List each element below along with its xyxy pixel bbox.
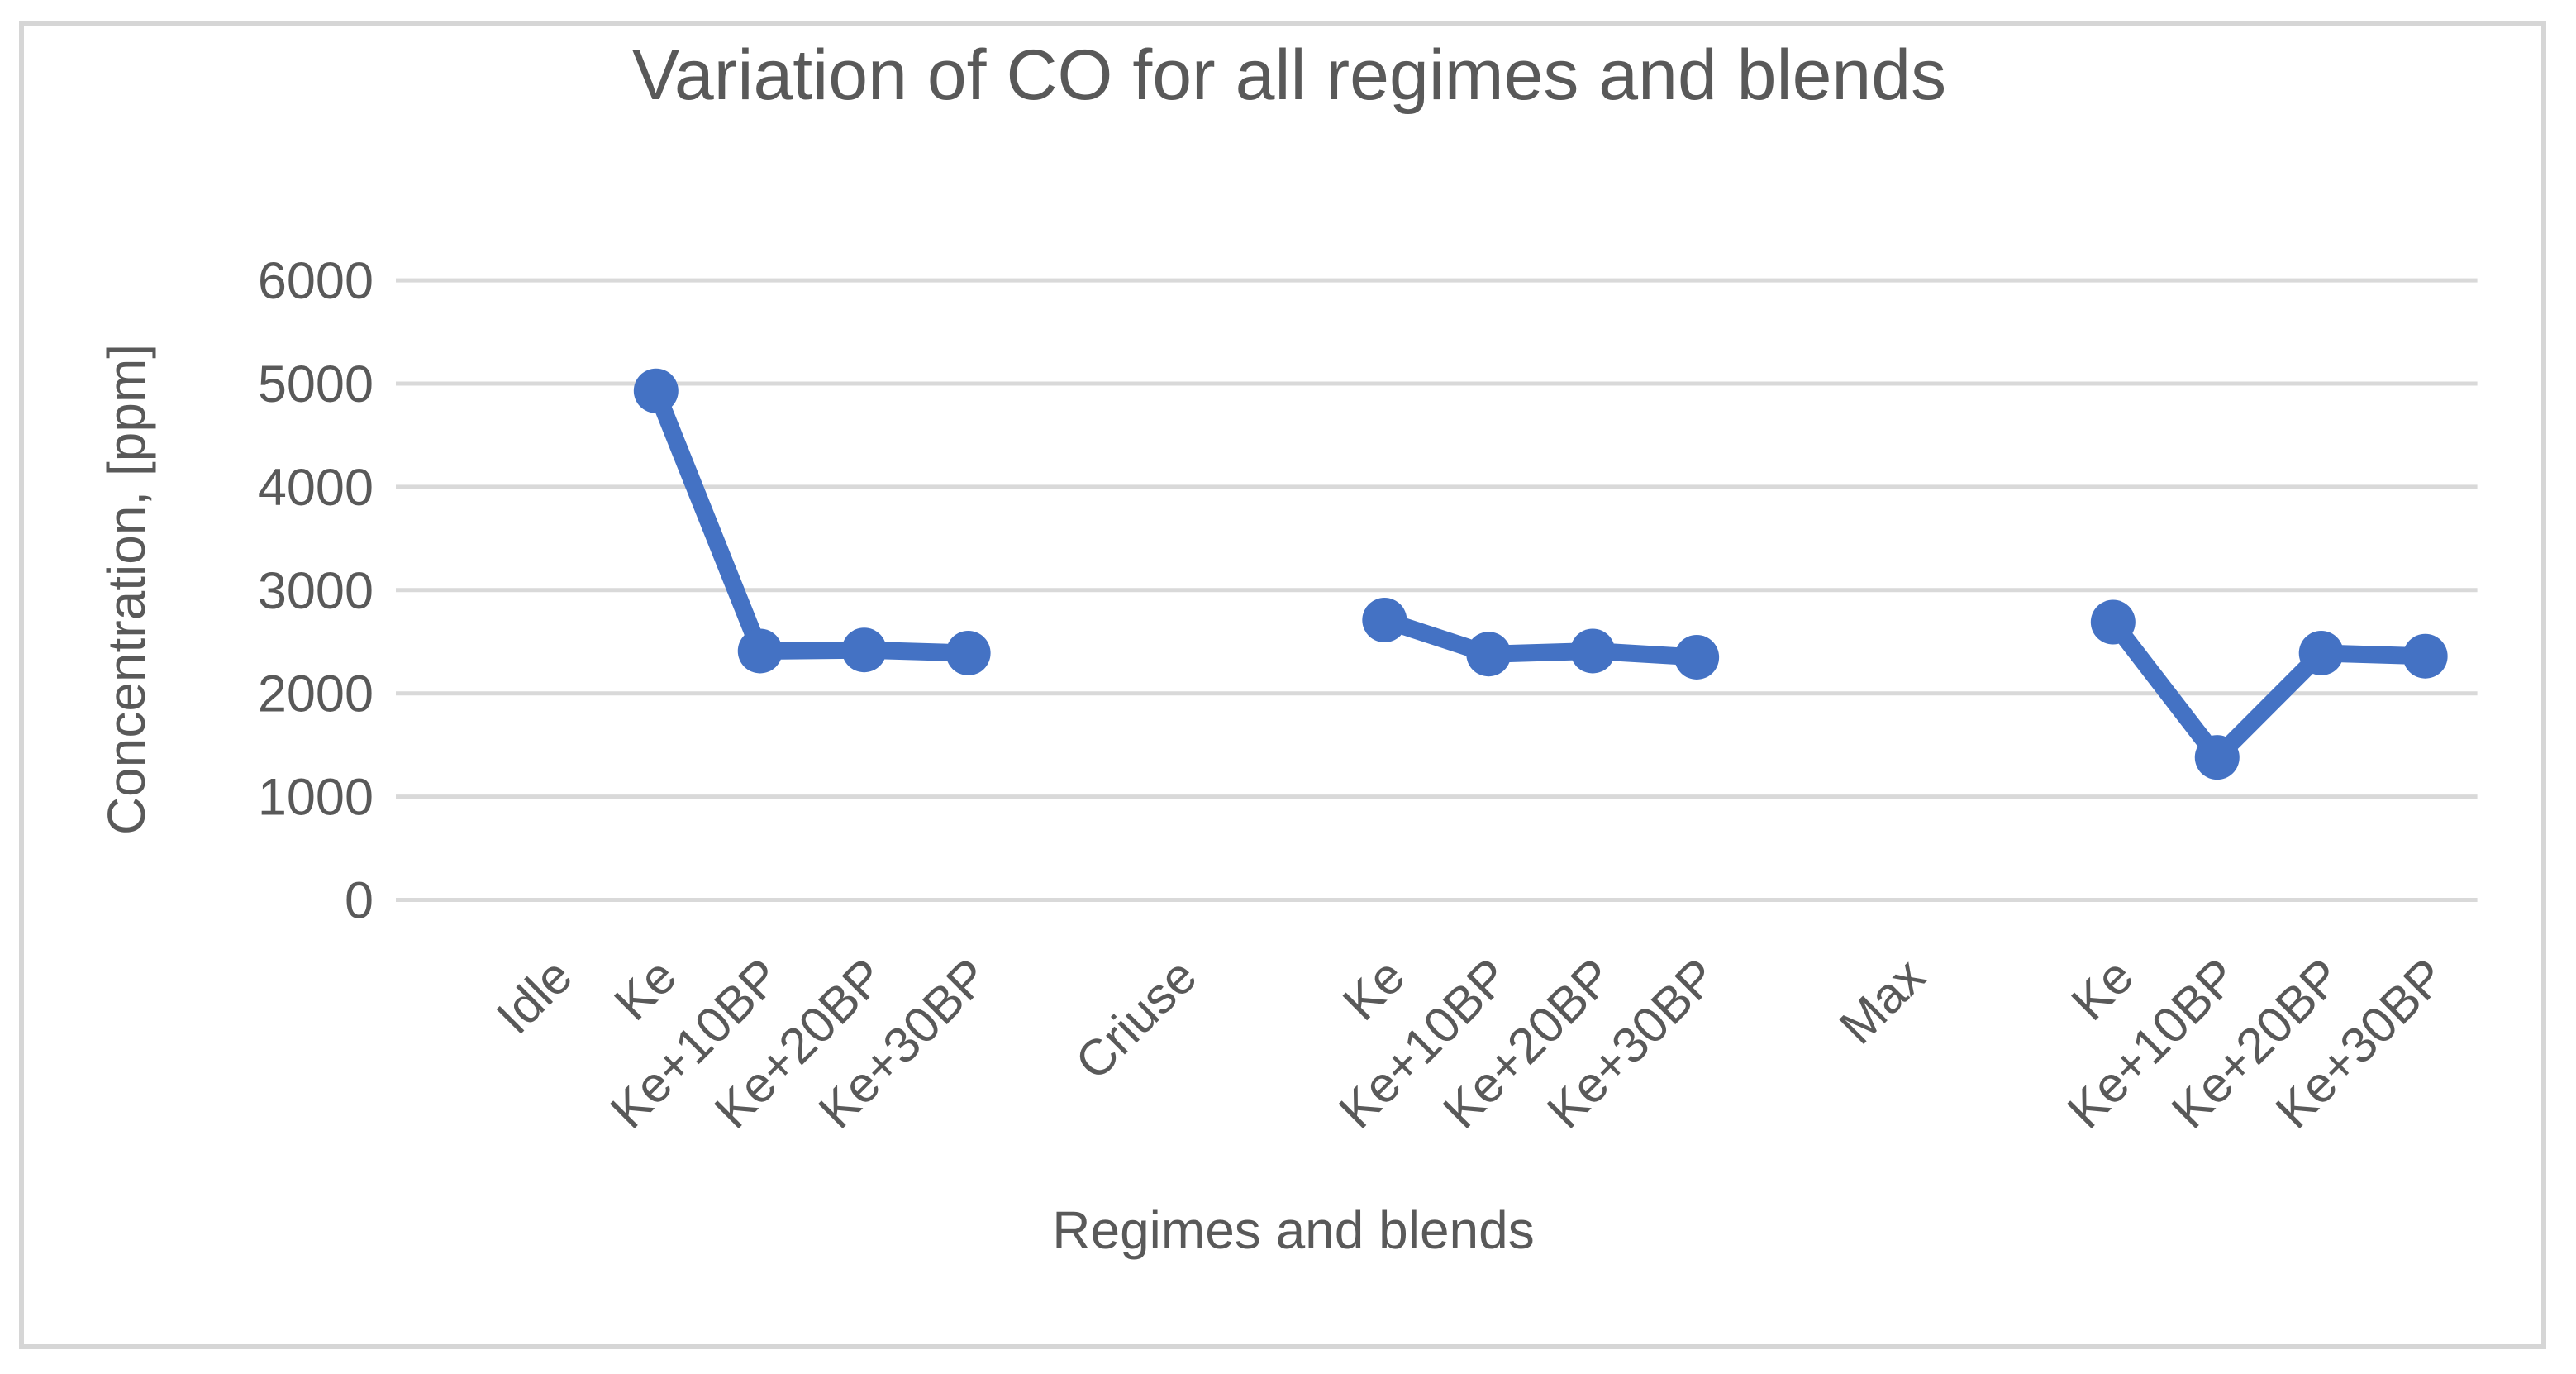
- data-point-marker: [2402, 633, 2448, 679]
- data-point-marker: [1466, 632, 1512, 677]
- y-tick-label: 5000: [258, 355, 374, 413]
- data-point-marker: [2090, 599, 2136, 645]
- chart-border: [19, 21, 2546, 1349]
- data-point-marker: [841, 627, 887, 673]
- series-line-segment: [2106, 617, 2426, 766]
- y-tick-label: 1000: [258, 769, 374, 827]
- y-tick-label: 0: [345, 872, 374, 930]
- data-point-marker: [2194, 735, 2240, 780]
- y-tick-label: 4000: [258, 459, 374, 517]
- x-axis-title: Regimes and blends: [1052, 1200, 1534, 1260]
- data-point-marker: [945, 630, 991, 675]
- data-point-marker: [633, 368, 679, 413]
- y-tick-label: 6000: [258, 252, 374, 310]
- data-point-marker: [2298, 630, 2344, 675]
- data-point-marker: [737, 628, 783, 674]
- data-point-marker: [1570, 628, 1616, 674]
- y-tick-label: 2000: [258, 666, 374, 723]
- series-line-segment: [648, 387, 969, 662]
- data-point-marker: [1674, 634, 1720, 680]
- chart-title: Variation of CO for all regimes and blen…: [632, 36, 1946, 115]
- series-line-segment: [1382, 612, 1697, 666]
- y-tick-label: 3000: [258, 562, 374, 620]
- data-point-marker: [1362, 598, 1407, 643]
- y-axis-title: Concentration, [ppm]: [97, 344, 156, 835]
